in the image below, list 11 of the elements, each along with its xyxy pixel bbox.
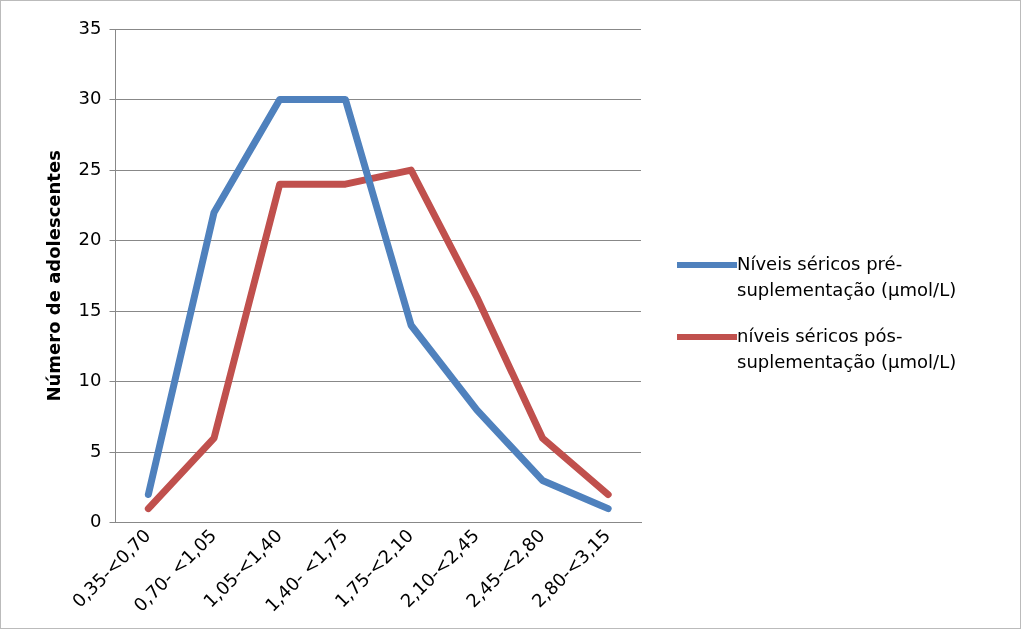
y-tick-label: 20 xyxy=(78,228,102,250)
y-tick-label: 0 xyxy=(90,510,102,532)
y-tick-label: 30 xyxy=(78,87,102,109)
y-tick-label: 35 xyxy=(78,16,102,38)
y-tick-label: 15 xyxy=(78,298,102,320)
y-tick-label: 25 xyxy=(78,157,102,179)
legend-label: Níveis séricos pré-suplementação (µmol/L) xyxy=(737,252,958,302)
y-tick-label: 10 xyxy=(78,369,102,391)
y-tick-label: 5 xyxy=(90,439,102,461)
y-axis-title: Número de adolescentes xyxy=(43,150,65,402)
legend-label: níveis séricos pós-suplementação (µmol/L) xyxy=(737,324,958,374)
